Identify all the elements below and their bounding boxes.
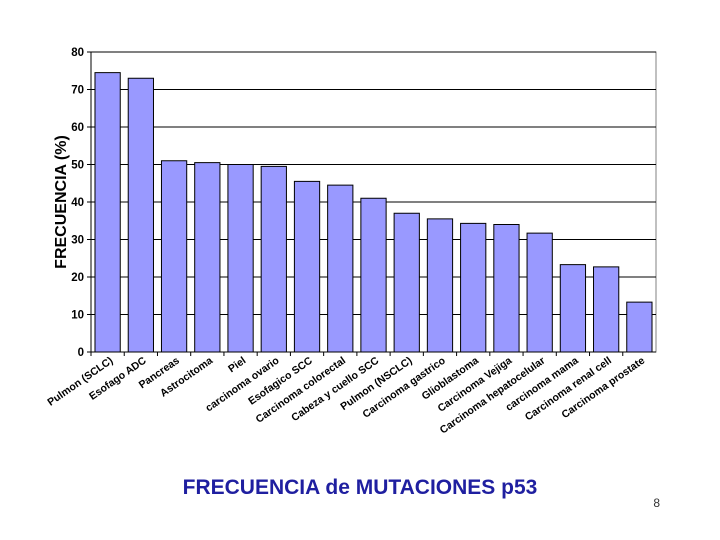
y-tick-label: 40 [71,197,84,209]
y-tick-label: 30 [71,235,84,247]
y-tick-label: 20 [71,272,84,284]
bar [626,301,653,353]
bar [127,77,154,353]
y-axis-title: FRECUENCIA (%) [53,135,70,269]
bar [460,222,487,353]
bars [94,72,653,353]
bar [559,264,587,353]
bar [94,72,121,353]
bar [260,165,287,353]
bar [194,162,221,353]
x-tick-labels: Pulmon (SCLC)Esofago ADCPancreasAstrocit… [45,352,647,436]
bar [293,180,321,353]
y-tick-label: 70 [71,85,84,97]
chart-title: FRECUENCIA de MUTACIONES p53 [182,476,538,499]
bar [160,160,188,353]
bar [493,224,520,353]
bar [393,212,420,353]
bar [526,232,553,353]
bar [227,164,254,353]
bar [426,218,454,353]
y-tick-label: 60 [71,122,84,134]
page-number: 8 [653,496,660,510]
bar-chart: 0 10 20 30 40 50 60 70 80 Pulmon (SCLC)Esofago A… [45,47,657,436]
y-tick-labels: 0 10 20 30 40 50 60 70 80 [71,47,91,359]
x-tick-label: Piel [226,355,248,376]
y-tick-label: 10 [71,310,84,322]
bar [327,184,354,353]
bar [360,197,387,353]
bar [593,266,620,353]
y-tick-label: 50 [71,160,84,172]
y-tick-label: 0 [78,347,84,359]
y-tick-label: 80 [71,47,84,59]
